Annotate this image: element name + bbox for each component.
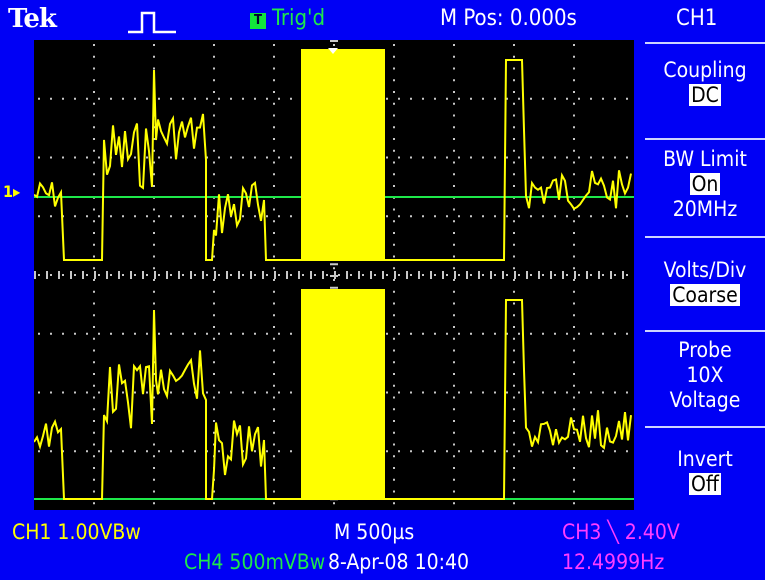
trigger-readout: CH3 ╲ 2.40V	[562, 520, 680, 544]
volts-div-label: Volts/Div	[663, 258, 747, 282]
brand-logo: Tek	[8, 4, 57, 34]
invert-value: Off	[689, 472, 721, 496]
bw-limit-label: BW Limit	[663, 147, 747, 171]
coupling-label: Coupling	[663, 58, 747, 82]
volts-div-button[interactable]: Volts/Div Coarse	[645, 258, 765, 308]
horizontal-position: M Pos: 0.000s	[440, 6, 577, 31]
probe-label: Probe	[678, 338, 732, 362]
menu-separator	[645, 42, 765, 44]
invert-label: Invert	[677, 447, 733, 471]
single-pulse-icon	[128, 11, 176, 34]
invert-button[interactable]: Invert Off	[645, 447, 765, 497]
date-time-readout: 8-Apr-08 10:40	[328, 550, 470, 574]
trigger-status: Trig'd	[272, 6, 326, 31]
coupling-button[interactable]: Coupling DC	[645, 58, 765, 108]
menu-separator	[645, 138, 765, 140]
ch1-ground-marker: 1▸	[3, 182, 21, 201]
probe-value: 10X	[686, 363, 724, 387]
ch1-scale-readout: CH1 1.00VBw	[12, 520, 141, 544]
volts-div-value: Coarse	[670, 283, 740, 307]
ch4-scale-readout: CH4 500mVBw	[184, 550, 326, 574]
menu-separator	[645, 330, 765, 332]
trigger-position-marker	[328, 48, 338, 54]
menu-separator	[645, 236, 765, 238]
bw-limit-extra: 20MHz	[672, 197, 738, 221]
bw-limit-button[interactable]: BW Limit On 20MHz	[645, 147, 765, 222]
timebase-readout: M 500µs	[334, 520, 415, 544]
bw-limit-value: On	[689, 172, 721, 196]
menu-separator	[645, 426, 765, 428]
probe-button[interactable]: Probe 10X Voltage	[645, 338, 765, 413]
coupling-value: DC	[689, 83, 721, 107]
probe-extra: Voltage	[669, 388, 741, 412]
ch4-waveform	[34, 289, 632, 500]
waveform-display	[34, 40, 634, 510]
menu-title: CH1	[676, 6, 718, 31]
frequency-readout: 12.4999Hz	[562, 550, 665, 574]
trigger-icon: T	[250, 13, 266, 29]
ch1-waveform	[34, 49, 632, 261]
